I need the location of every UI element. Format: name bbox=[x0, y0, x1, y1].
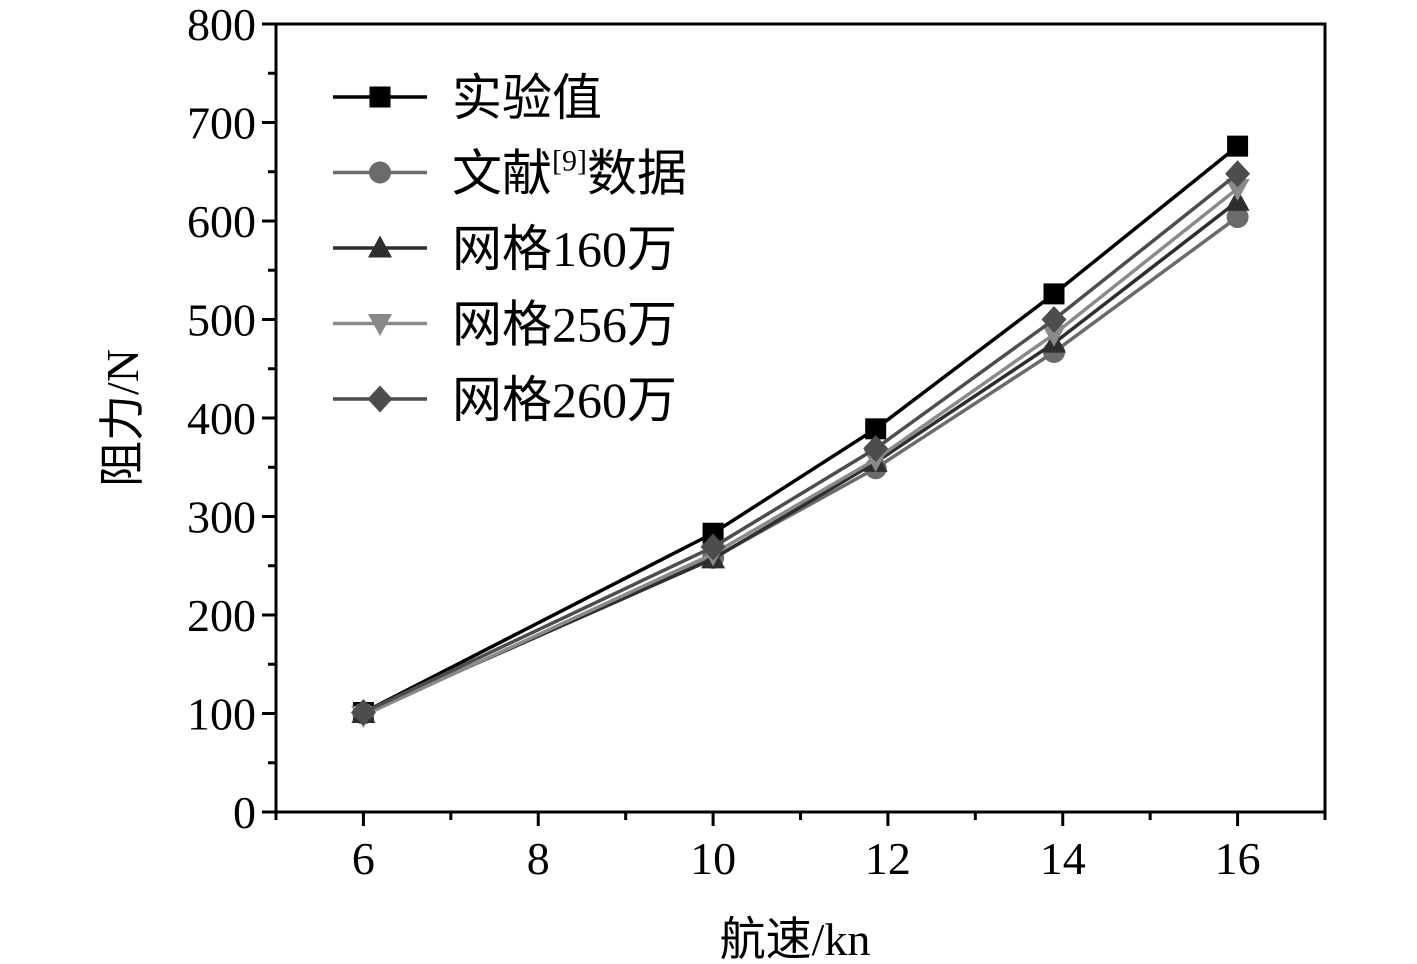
y-tick-label: 600 bbox=[187, 196, 256, 247]
legend-marker bbox=[367, 385, 393, 413]
y-tick-label: 200 bbox=[187, 590, 256, 641]
legend-marker bbox=[369, 86, 391, 108]
data-point bbox=[1225, 160, 1251, 188]
legend-label: 网格256万 bbox=[452, 297, 677, 353]
y-tick-label: 800 bbox=[187, 0, 256, 50]
data-point bbox=[863, 435, 889, 463]
data-point bbox=[700, 533, 726, 561]
legend-entry: 网格256万 bbox=[333, 297, 677, 353]
x-tick-label: 12 bbox=[865, 833, 911, 884]
x-tick-label: 16 bbox=[1215, 833, 1261, 884]
y-axis-title: 阻力/N bbox=[97, 349, 148, 487]
y-tick-label: 700 bbox=[187, 98, 256, 149]
series-2 bbox=[352, 206, 1249, 725]
data-point bbox=[1226, 206, 1249, 229]
x-tick-label: 6 bbox=[352, 833, 375, 884]
x-axis-title: 航速/kn bbox=[720, 914, 871, 964]
y-tick-label: 100 bbox=[187, 689, 256, 740]
legend-marker bbox=[368, 314, 392, 336]
series-group bbox=[350, 135, 1251, 728]
data-point bbox=[702, 522, 724, 544]
x-tick-label: 10 bbox=[690, 833, 736, 884]
axes-group: 6 8 10 12 14 16 0 100 200 300 400 500 600 700 800 bbox=[187, 0, 1327, 884]
x-tick-label: 8 bbox=[527, 833, 550, 884]
legend-entry: 网格160万 bbox=[333, 221, 677, 277]
data-point bbox=[1227, 135, 1249, 157]
legend-label: 网格260万 bbox=[452, 372, 677, 428]
y-tick-label: 500 bbox=[187, 295, 256, 346]
data-point bbox=[350, 699, 376, 727]
legend-entry: 网格260万 bbox=[333, 372, 677, 428]
data-point bbox=[1225, 178, 1250, 201]
legend-entry: 文献[9]数据 bbox=[333, 145, 687, 202]
data-point bbox=[1042, 324, 1067, 347]
legend-label: 网格160万 bbox=[452, 221, 677, 277]
legend-label: 文献[9]数据 bbox=[452, 145, 687, 202]
plot-frame bbox=[274, 22, 1327, 814]
data-point bbox=[1043, 283, 1065, 305]
legend-marker bbox=[368, 235, 392, 258]
data-point bbox=[1041, 306, 1067, 333]
y-tick-label: 400 bbox=[187, 393, 256, 444]
series-5 bbox=[350, 160, 1251, 727]
y-tick-label: 0 bbox=[233, 787, 256, 838]
data-point bbox=[865, 418, 887, 440]
y-tick-label: 300 bbox=[187, 492, 256, 543]
legend-label: 实验值 bbox=[452, 70, 602, 126]
legend-marker bbox=[369, 161, 391, 184]
legend-entry: 实验值 bbox=[333, 70, 602, 126]
x-tick-label: 14 bbox=[1040, 833, 1086, 884]
